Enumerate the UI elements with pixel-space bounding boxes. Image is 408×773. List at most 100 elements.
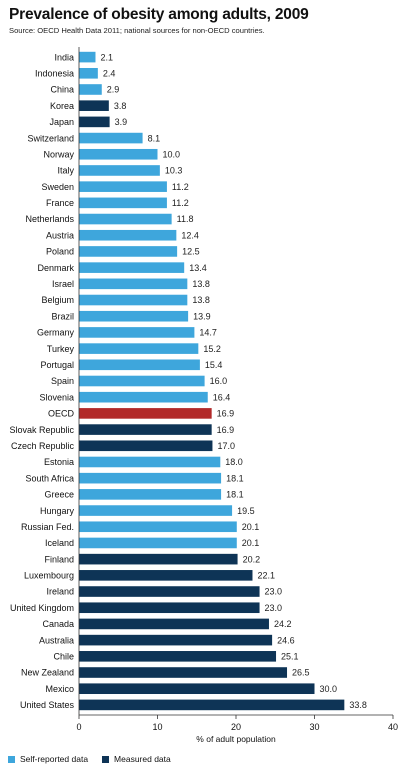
category-label-sweden: Sweden	[41, 182, 74, 192]
category-label-hungary: Hungary	[40, 506, 75, 516]
category-label-slovak-republic: Slovak Republic	[9, 425, 74, 435]
bar-netherlands	[79, 213, 172, 225]
category-label-united-states: United States	[20, 700, 75, 710]
category-label-switzerland: Switzerland	[27, 133, 74, 143]
category-label-israel: Israel	[52, 279, 74, 289]
category-label-korea: Korea	[50, 101, 74, 111]
chart-source-note: Source: OECD Health Data 2011; national …	[9, 26, 265, 35]
category-label-poland: Poland	[46, 247, 74, 257]
x-tick-label-0: 0	[76, 722, 81, 732]
chart-title: Prevalence of obesity among adults, 2009	[9, 6, 309, 23]
bar-czech-republic	[79, 440, 213, 452]
value-label-germany: 14.7	[199, 328, 217, 338]
category-label-austria: Austria	[46, 230, 74, 240]
bar-united-kingdom	[79, 602, 260, 614]
x-tick-label-30: 30	[309, 722, 319, 732]
category-label-new-zealand: New Zealand	[21, 668, 74, 678]
value-label-chile: 25.1	[281, 652, 299, 662]
bar-hungary	[79, 505, 233, 516]
bar-oecd	[79, 408, 212, 419]
category-label-estonia: Estonia	[44, 457, 74, 467]
bar-luxembourg	[79, 570, 253, 581]
value-label-italy: 10.3	[165, 166, 183, 176]
bar-korea	[79, 100, 109, 111]
value-label-mexico: 30.0	[320, 684, 338, 694]
bar-south-africa	[79, 472, 222, 484]
value-label-canada: 24.2	[274, 619, 292, 629]
category-label-czech-republic: Czech Republic	[11, 441, 75, 451]
bar-norway	[79, 148, 158, 160]
value-label-greece: 18.1	[226, 490, 244, 500]
value-label-sweden: 11.2	[172, 182, 189, 192]
bar-russian-fed	[79, 521, 237, 533]
value-label-slovenia: 16.4	[213, 392, 231, 402]
value-label-australia: 24.6	[277, 635, 295, 645]
value-label-ireland: 23.0	[265, 587, 283, 597]
value-label-estonia: 18.0	[225, 457, 243, 467]
chart-legend: Self-reported data Measured data	[8, 754, 185, 764]
category-label-indonesia: Indonesia	[35, 68, 74, 78]
category-label-greece: Greece	[44, 490, 74, 500]
category-label-belgium: Belgium	[41, 295, 74, 305]
bar-turkey	[79, 343, 199, 354]
value-label-turkey: 15.2	[203, 344, 221, 354]
value-label-china: 2.9	[107, 85, 120, 95]
value-label-oecd: 16.9	[217, 409, 235, 419]
bar-spain	[79, 375, 205, 387]
value-label-finland: 20.2	[243, 554, 261, 564]
bar-france	[79, 197, 167, 209]
value-label-denmark: 13.4	[189, 263, 207, 273]
bar-israel	[79, 278, 188, 290]
category-label-slovenia: Slovenia	[39, 392, 74, 402]
bar-ireland	[79, 586, 260, 597]
value-label-united-kingdom: 23.0	[265, 603, 283, 613]
category-label-germany: Germany	[37, 328, 75, 338]
category-label-mexico: Mexico	[45, 684, 74, 694]
legend-item-measured: Measured data	[102, 754, 171, 764]
category-label-australia: Australia	[39, 635, 74, 645]
category-label-france: France	[46, 198, 74, 208]
x-axis-label: % of adult population	[196, 734, 276, 744]
value-label-india: 2.1	[100, 52, 113, 62]
bar-germany	[79, 327, 195, 338]
category-label-portugal: Portugal	[40, 360, 74, 370]
value-label-israel: 13.8	[192, 279, 210, 289]
bar-estonia	[79, 456, 221, 468]
bar-indonesia	[79, 67, 98, 79]
value-label-new-zealand: 26.5	[292, 668, 310, 678]
bar-australia	[79, 634, 273, 646]
value-label-austria: 12.4	[181, 230, 199, 240]
category-label-ireland: Ireland	[46, 587, 74, 597]
bar-sweden	[79, 181, 167, 192]
category-label-italy: Italy	[57, 166, 74, 176]
value-label-russian-fed: 20.1	[242, 522, 260, 532]
bar-finland	[79, 553, 238, 565]
bar-japan	[79, 116, 110, 128]
category-label-iceland: Iceland	[45, 538, 74, 548]
value-label-south-africa: 18.1	[226, 473, 244, 483]
value-label-netherlands: 11.8	[177, 214, 194, 224]
value-label-poland: 12.5	[182, 247, 200, 257]
value-label-indonesia: 2.4	[103, 68, 116, 78]
category-label-south-africa: South Africa	[25, 473, 74, 483]
bar-china	[79, 84, 102, 95]
bar-united-states	[79, 699, 345, 711]
bar-canada	[79, 618, 269, 630]
x-tick-label-10: 10	[152, 722, 162, 732]
category-label-norway: Norway	[43, 149, 74, 159]
value-label-hungary: 19.5	[237, 506, 255, 516]
value-label-belgium: 13.8	[192, 295, 210, 305]
value-label-slovak-republic: 16.9	[217, 425, 235, 435]
category-label-canada: Canada	[42, 619, 74, 629]
category-label-japan: Japan	[49, 117, 74, 127]
category-label-netherlands: Netherlands	[25, 214, 74, 224]
bar-switzerland	[79, 132, 143, 144]
value-label-korea: 3.8	[114, 101, 127, 111]
bar-belgium	[79, 294, 188, 306]
category-label-oecd: OECD	[48, 409, 75, 419]
category-label-luxembourg: Luxembourg	[24, 571, 74, 581]
value-label-japan: 3.9	[115, 117, 128, 127]
bar-brazil	[79, 310, 189, 322]
value-label-france: 11.2	[172, 198, 189, 208]
bar-greece	[79, 489, 222, 500]
